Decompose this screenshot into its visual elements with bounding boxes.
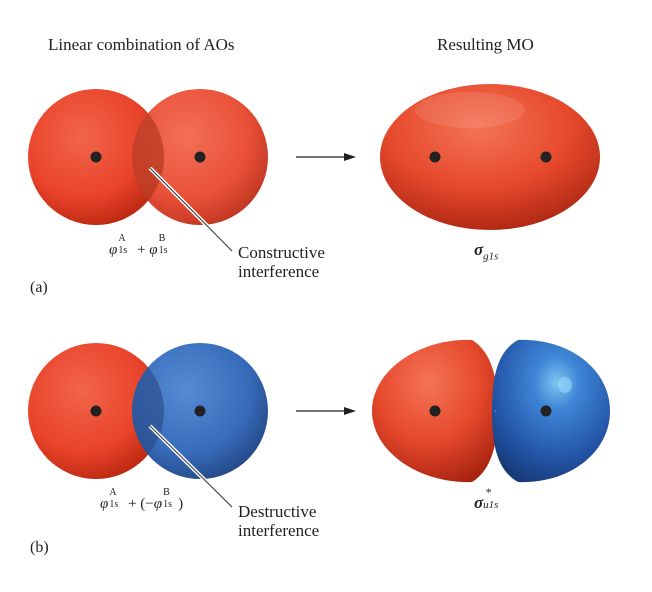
formula-sub-a: 1s [118,245,128,256]
panel-label-b: (b) [30,539,49,556]
mo-superscript-antibonding: * [485,485,492,499]
callout-destructive: Destructive interference [238,502,319,540]
formula-constructive: φ A 1s + φ B 1s [109,234,174,258]
formula-phi-b: φ [149,242,158,258]
bonding-mo-shape [380,84,600,230]
nucleus-b [194,151,206,163]
formula-close-b: ) [178,496,184,512]
callout-destructive-line2: interference [238,521,320,540]
formula-sub-a-b: 1s [109,499,119,510]
antibonding-mo-shape [372,339,610,483]
formula-sub-b: 1s [158,245,168,256]
callout-constructive-line1: Constructive [238,243,325,262]
formula-sup-b: B [158,233,166,244]
reaction-arrow-b-head [344,407,356,415]
formula-phi-a-b: φ [100,496,109,512]
mo-label-antibonding: σ * u1s [474,486,507,512]
panel-a-ao-combination [28,89,268,253]
callout-constructive-line2: interference [238,262,320,281]
callout-pointer-a [148,166,234,253]
nucleus-mo-b-right [540,405,552,417]
formula-open-b: (− [140,496,154,512]
formula-sup-a: A [118,233,126,244]
nucleus-mo-b-left [429,405,441,417]
formula-phi-a: φ [109,242,118,258]
mo-subscript-antibonding: u1s [483,499,499,511]
formula-plus-b: + [128,496,137,512]
heading-resulting-mo: Resulting MO [437,35,534,54]
formula-destructive: φ A 1s + (−φ B 1s) [100,488,184,512]
callout-pointer-b [148,424,234,509]
formula-sub-b-b: 1s [163,499,172,510]
nucleus-a [90,151,102,163]
mo-symbol-bonding: σ [474,240,484,259]
formula-plus-a: + [137,242,146,258]
mo-symbol-antibonding: σ [474,493,484,512]
heading-linear-combination: Linear combination of AOs [48,35,235,54]
mo-label-bonding: σg1s [474,241,498,262]
reaction-arrow-a-head [344,153,356,161]
nucleus-b-b [194,405,206,417]
nucleus-mo-a-right [540,151,552,163]
formula-sup-a-b: A [109,487,117,498]
callout-constructive: Constructive interference [238,243,325,281]
formula-phi-b-b: φ [153,496,163,512]
panel-b-ao-combination [28,343,268,509]
formula-sup-b-b: B [163,487,170,498]
callout-destructive-line1: Destructive [238,502,317,521]
nucleus-mo-a-left [429,151,441,163]
mo-subscript-bonding: g1s [483,250,499,263]
nucleus-a-b [90,405,102,417]
panel-label-a: (a) [30,279,48,296]
